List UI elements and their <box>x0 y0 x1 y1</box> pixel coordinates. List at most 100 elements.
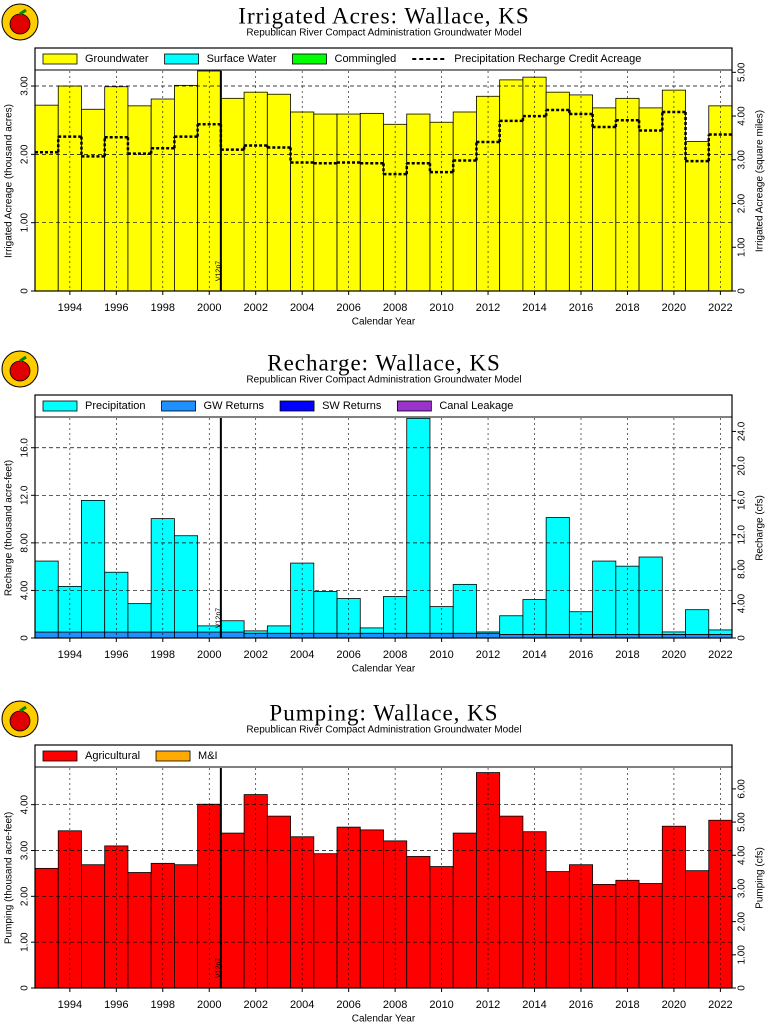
plot-frame <box>34 394 733 639</box>
x-tick-label: 2022 <box>708 302 732 314</box>
bar <box>150 631 175 639</box>
y2-axis-label: Recharge (cfs) <box>755 495 766 561</box>
x-tick-label: 2018 <box>615 302 639 314</box>
x-tick-label: 2016 <box>569 649 593 661</box>
x-tick-label: 2018 <box>615 649 639 661</box>
chart-subtitle: Republican River Compact Administration … <box>246 375 521 386</box>
plot-frame <box>34 47 733 292</box>
bar <box>545 871 570 989</box>
bar <box>359 829 384 989</box>
bar <box>104 845 129 989</box>
x-tick-label: 2006 <box>336 302 360 314</box>
x-tick-label: 2000 <box>197 999 221 1011</box>
bar <box>406 417 431 634</box>
bar <box>313 853 338 989</box>
x-tick-label: 1996 <box>104 999 128 1011</box>
x-tick-label: 2010 <box>429 999 453 1011</box>
x-tick-label: 2022 <box>708 999 732 1011</box>
x-tick-label: 2010 <box>429 649 453 661</box>
x-tick-label: 1998 <box>151 649 175 661</box>
x-tick-label: 1998 <box>151 999 175 1011</box>
y-tick-label: 4.00 <box>20 580 31 600</box>
logo-leaf <box>19 8 27 16</box>
reference-label: V12p7 <box>216 261 223 281</box>
x-axis-label: Calendar Year <box>352 317 416 328</box>
x-tick-label: 2022 <box>708 649 732 661</box>
bar <box>34 867 59 989</box>
y-axis-label: Irrigated Acreage (thousand acres) <box>4 104 15 258</box>
x-tick-label: 1994 <box>58 302 82 314</box>
bar <box>127 603 152 633</box>
bar <box>127 631 152 639</box>
bar <box>313 113 338 292</box>
chart-title: Irrigated Acres: Wallace, KS <box>238 3 529 28</box>
y-tick-label: 1.00 <box>20 213 31 233</box>
x-tick-label: 2004 <box>290 302 314 314</box>
legend-label: SW Returns <box>322 400 382 412</box>
bar <box>359 627 384 634</box>
bar <box>452 583 477 634</box>
legend-label: Groundwater <box>85 53 149 65</box>
x-axis-label: Calendar Year <box>352 664 416 675</box>
bar <box>220 620 245 633</box>
y2-tick-label: 1.00 <box>737 237 748 257</box>
legend-label: Precipitation <box>85 400 146 412</box>
bar <box>522 76 547 292</box>
legend-label: GW Returns <box>204 400 265 412</box>
y2-tick-label: 8.00 <box>737 559 748 579</box>
reference-label: V12p7 <box>216 958 223 978</box>
reference-label: V12p7 <box>216 608 223 628</box>
x-tick-label: 1998 <box>151 302 175 314</box>
y2-tick-label: 4.00 <box>737 106 748 126</box>
y-axis-label: Recharge (thousand acre-feet) <box>4 460 15 596</box>
x-tick-label: 2014 <box>522 649 546 661</box>
legend-swatch <box>164 53 199 65</box>
x-tick-label: 2006 <box>336 649 360 661</box>
bar <box>34 631 59 639</box>
x-tick-label: 2008 <box>383 649 407 661</box>
x-tick-label: 1994 <box>58 999 82 1011</box>
bar <box>359 632 384 639</box>
x-tick-label: 2020 <box>662 999 686 1011</box>
chart-subtitle: Republican River Compact Administration … <box>246 725 521 736</box>
x-tick-label: 2002 <box>243 302 267 314</box>
x-tick-label: 2000 <box>197 302 221 314</box>
bar <box>243 630 268 634</box>
x-tick-label: 1994 <box>58 649 82 661</box>
y2-tick-label: 2.00 <box>737 911 748 931</box>
bar <box>173 864 199 989</box>
bar <box>104 571 129 633</box>
y2-tick-label: 6.00 <box>737 779 748 799</box>
bar <box>266 93 291 292</box>
y2-tick-label: 1.00 <box>737 945 748 965</box>
logo-leaf <box>19 355 27 363</box>
y2-axis-label: Irrigated Acreage (square miles) <box>755 110 766 252</box>
x-tick-label: 2004 <box>290 999 314 1011</box>
x-tick-label: 2012 <box>476 302 500 314</box>
x-tick-label: 2010 <box>429 302 453 314</box>
y-axis-label: Pumping (thousand acre-feet) <box>4 812 15 944</box>
legend-swatch <box>42 53 78 65</box>
x-tick-label: 2008 <box>383 302 407 314</box>
y-tick-label: 12.0 <box>20 485 31 505</box>
bar <box>57 631 82 639</box>
x-tick-label: 2002 <box>243 649 267 661</box>
x-tick-label: 2012 <box>476 649 500 661</box>
bar <box>592 884 617 989</box>
logo-apple <box>9 710 31 732</box>
y-tick-label: 8.00 <box>20 533 31 553</box>
bar <box>173 631 199 639</box>
y-tick-label: 2.00 <box>20 144 31 164</box>
legend-label: Agricultural <box>85 750 140 762</box>
bar <box>220 832 245 989</box>
bar <box>452 632 477 639</box>
legend-label: Canal Leakage <box>439 400 513 412</box>
bar <box>406 632 431 639</box>
legend-swatch <box>42 400 78 412</box>
bar <box>313 591 338 634</box>
x-tick-label: 2004 <box>290 649 314 661</box>
y2-tick-label: 3.00 <box>737 878 748 898</box>
x-tick-label: 2014 <box>522 302 546 314</box>
bar <box>592 107 617 292</box>
bar <box>685 870 710 989</box>
